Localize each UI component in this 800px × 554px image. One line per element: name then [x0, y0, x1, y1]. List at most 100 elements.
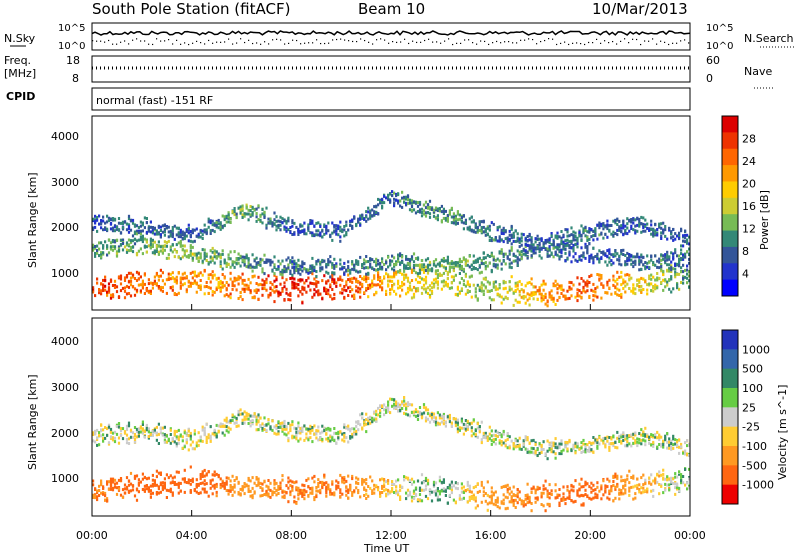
echo-cell: [680, 266, 683, 270]
echo-cell: [297, 283, 300, 287]
echo-cell: [129, 239, 133, 243]
echo-cell: [102, 219, 105, 223]
echo-cell: [281, 259, 284, 263]
echo-cell: [406, 494, 410, 498]
echo-cell: [319, 261, 322, 265]
echo-cell: [351, 493, 354, 497]
echo-cell: [339, 473, 342, 477]
echo-cell: [309, 264, 312, 268]
echo-cell: [406, 261, 410, 265]
echo-cell: [550, 252, 553, 256]
echo-cell: [193, 239, 196, 243]
echo-cell: [283, 490, 286, 494]
echo-cell: [315, 275, 318, 278]
echo-cell: [133, 293, 137, 297]
echo-cell: [544, 239, 547, 242]
echo-cell: [303, 267, 306, 270]
echo-cell: [137, 277, 140, 281]
echo-cell: [526, 482, 529, 486]
echo-cell: [530, 487, 533, 491]
echo-cell: [574, 231, 577, 235]
echo-cell: [558, 504, 561, 507]
echo-cell: [161, 271, 164, 275]
nsearch-point: [684, 39, 686, 41]
echo-cell: [133, 438, 137, 441]
echo-cell: [488, 261, 491, 265]
echo-cell: [558, 501, 561, 505]
echo-cell: [107, 251, 111, 255]
nsearch-point: [392, 40, 394, 43]
echo-cell: [452, 218, 455, 222]
echo-cell: [550, 489, 553, 493]
echo-cell: [191, 480, 194, 484]
echo-cell: [104, 498, 107, 502]
date-title: 10/Mar/2013: [592, 0, 688, 18]
echo-cell: [311, 269, 314, 273]
echo-cell: [642, 216, 645, 220]
echo-cell: [369, 262, 372, 266]
echo-cell: [432, 484, 436, 488]
echo-cell: [215, 223, 218, 227]
echo-cell: [514, 281, 517, 285]
echo-cell: [586, 245, 589, 248]
echo-cell: [379, 494, 382, 498]
echo-cell: [472, 497, 475, 501]
echo-cell: [436, 286, 439, 290]
echo-cell: [600, 484, 603, 488]
echo-cell: [614, 232, 617, 235]
echo-cell: [426, 497, 430, 501]
echo-cell: [109, 427, 113, 431]
echo-cell: [658, 225, 661, 229]
echo-cell: [279, 484, 282, 488]
echo-cell: [329, 283, 332, 287]
echo-cell: [265, 288, 268, 292]
echo-cell: [229, 250, 232, 254]
echo-cell: [536, 497, 539, 501]
echo-cell: [167, 230, 170, 234]
echo-cell: [606, 249, 609, 253]
nsearch-point: [384, 39, 386, 41]
echo-cell: [271, 224, 274, 228]
echo-cell: [650, 227, 653, 231]
echo-cell: [347, 491, 350, 494]
echo-cell: [436, 216, 439, 219]
echo-cell: [630, 218, 633, 221]
echo-cell: [504, 230, 507, 234]
echo-cell: [313, 266, 316, 270]
echo-cell: [644, 267, 647, 271]
echo-cell: [490, 486, 493, 490]
echo-cell: [265, 281, 268, 285]
echo-cell: [119, 477, 123, 480]
echo-cell: [516, 283, 519, 287]
echo-cell: [486, 508, 489, 512]
echo-cell: [482, 230, 485, 234]
echo-cell: [652, 262, 655, 266]
echo-cell: [161, 433, 164, 437]
echo-cell: [159, 427, 162, 431]
echo-cell: [102, 486, 105, 490]
echo-cell: [614, 485, 617, 489]
echo-cell: [102, 439, 105, 443]
echo-cell: [379, 285, 382, 289]
echo-cell: [303, 488, 306, 492]
echo-cell: [131, 435, 135, 439]
echo-cell: [614, 291, 617, 295]
echo-cell: [111, 229, 115, 233]
echo-cell: [502, 485, 505, 489]
echo-cell: [500, 267, 503, 271]
echo-cell: [532, 248, 535, 252]
echo-cell: [221, 479, 224, 483]
echo-cell: [482, 257, 485, 261]
echo-cell: [572, 500, 575, 504]
echo-cell: [171, 285, 174, 289]
echo-cell: [397, 282, 400, 286]
echo-cell: [201, 487, 204, 491]
echo-cell: [586, 239, 589, 242]
echo-cell: [410, 279, 414, 282]
echo-cell: [321, 229, 324, 233]
echo-cell: [426, 271, 430, 275]
echo-cell: [365, 210, 368, 214]
echo-cell: [498, 237, 501, 241]
echo-cell: [630, 276, 633, 280]
echo-cell: [261, 487, 264, 491]
